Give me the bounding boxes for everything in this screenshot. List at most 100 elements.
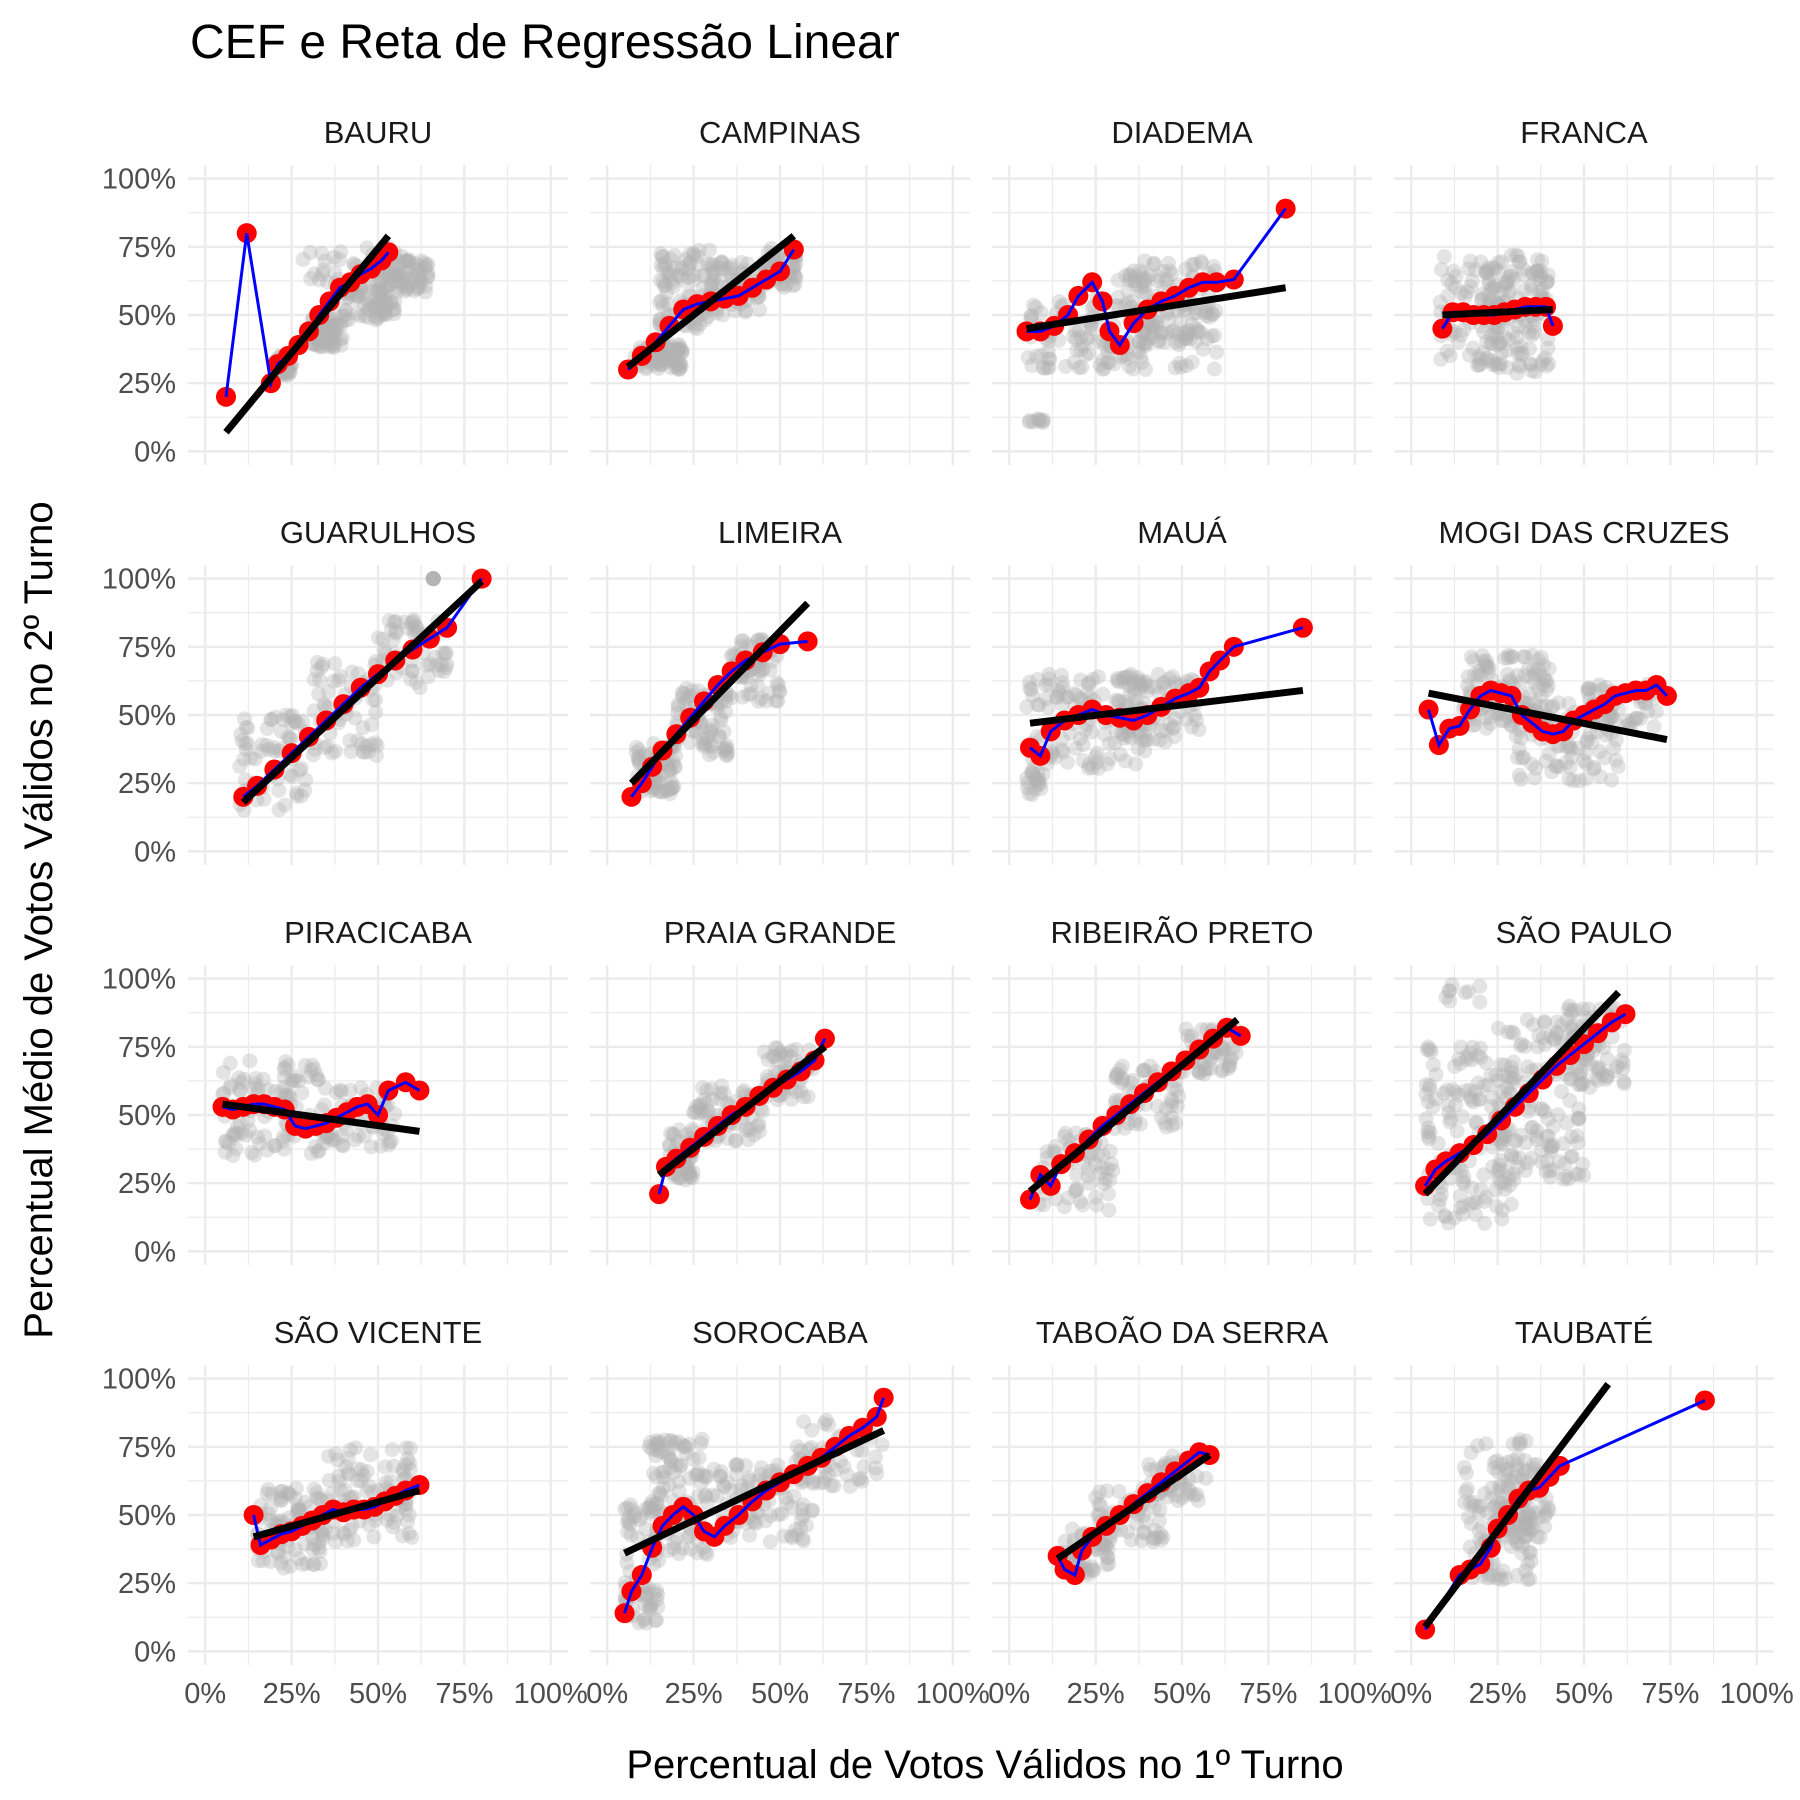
x-tick-label: 0% xyxy=(586,1678,628,1710)
scatter-point xyxy=(1471,357,1487,373)
scatter-point xyxy=(1184,354,1200,370)
scatter-point xyxy=(662,273,678,289)
scatter-point xyxy=(788,270,804,286)
scatter-point xyxy=(1461,261,1477,277)
scatter-point xyxy=(372,303,388,319)
scatter-point xyxy=(714,255,730,271)
scatter-point xyxy=(1208,303,1224,319)
scatter-point xyxy=(388,284,404,300)
scatter-point xyxy=(1486,281,1502,297)
scatter-point xyxy=(1026,297,1042,313)
scatter-point xyxy=(1176,325,1192,341)
scatter-point xyxy=(326,324,342,340)
cef-point xyxy=(1542,315,1563,336)
scatter-point xyxy=(716,1479,732,1495)
scatter-point xyxy=(401,1526,417,1542)
scatter-point xyxy=(670,341,686,357)
scatter-point xyxy=(1479,334,1495,350)
facet-strip-label: BAURU xyxy=(324,115,433,150)
scatter-point xyxy=(418,278,434,294)
scatter-point xyxy=(228,1141,244,1157)
scatter-point xyxy=(1470,358,1486,374)
scatter-point xyxy=(1033,305,1049,321)
scatter-point xyxy=(1120,283,1136,299)
x-tick-label: 50% xyxy=(349,1678,407,1710)
y-tick-label: 0% xyxy=(134,836,176,868)
scatter-point xyxy=(1632,711,1648,727)
scatter-point xyxy=(754,663,770,679)
scatter-point xyxy=(648,352,664,368)
scatter-point xyxy=(373,307,389,323)
scatter-point xyxy=(1534,253,1550,269)
scatter-point xyxy=(700,309,716,325)
scatter-point xyxy=(1080,331,1096,347)
y-tick-label: 25% xyxy=(118,1568,176,1600)
scatter-point xyxy=(401,253,417,269)
scatter-point xyxy=(1088,749,1104,765)
scatter-point xyxy=(1500,1473,1516,1489)
scatter-point xyxy=(1503,247,1519,263)
scatter-point xyxy=(253,743,269,759)
scatter-point xyxy=(317,253,333,269)
scatter-point xyxy=(1526,666,1542,682)
scatter-point xyxy=(1489,330,1505,346)
scatter-point xyxy=(1525,327,1541,343)
scatter-point xyxy=(1529,1529,1545,1545)
scatter-point xyxy=(674,344,690,360)
scatter-point xyxy=(1545,698,1561,714)
scatter-point xyxy=(681,1436,697,1452)
scatter-point xyxy=(339,1533,355,1549)
scatter-point xyxy=(377,299,393,315)
scatter-point xyxy=(1462,278,1478,294)
scatter-point xyxy=(1528,760,1544,776)
scatter-point xyxy=(1179,358,1195,374)
scatter-point xyxy=(1143,1058,1159,1074)
scatter-point xyxy=(657,255,673,271)
scatter-point xyxy=(352,308,368,324)
scatter-point xyxy=(1444,275,1460,291)
scatter-point xyxy=(1096,360,1112,376)
scatter-point xyxy=(787,277,803,293)
scatter-point xyxy=(1191,722,1207,738)
facet-panel: DIADEMA xyxy=(992,115,1372,465)
scatter-point xyxy=(1615,1061,1631,1077)
scatter-point xyxy=(1158,1119,1174,1135)
scatter-point xyxy=(709,277,725,293)
scatter-point xyxy=(373,282,389,298)
scatter-point xyxy=(369,300,385,316)
scatter-point xyxy=(1145,324,1161,340)
scatter-point xyxy=(665,279,681,295)
scatter-point xyxy=(1161,311,1177,327)
scatter-point xyxy=(325,319,341,335)
scatter-point xyxy=(1195,341,1211,357)
scatter-point xyxy=(652,1485,668,1501)
scatter-point xyxy=(264,712,280,728)
scatter-point xyxy=(1130,344,1146,360)
facet-panel: FRANCA xyxy=(1394,115,1774,465)
scatter-point xyxy=(713,712,729,728)
scatter-point xyxy=(1066,354,1082,370)
scatter-point xyxy=(674,342,690,358)
scatter-point xyxy=(1173,333,1189,349)
scatter-point xyxy=(1095,352,1111,368)
scatter-point xyxy=(1465,340,1481,356)
scatter-point xyxy=(391,279,407,295)
scatter-point xyxy=(386,301,402,317)
scatter-point xyxy=(325,328,341,344)
scatter-point xyxy=(337,302,353,318)
scatter-point xyxy=(673,260,689,276)
scatter-point xyxy=(377,280,393,296)
x-tick-label: 0% xyxy=(988,1678,1030,1710)
scatter-point xyxy=(663,360,679,376)
scatter-point xyxy=(670,351,686,367)
facet-panel: CAMPINAS xyxy=(590,115,970,465)
scatter-point xyxy=(389,264,405,280)
scatter-point xyxy=(1616,1042,1632,1058)
scatter-point xyxy=(338,312,354,328)
scatter-point xyxy=(1462,347,1478,363)
scatter-point xyxy=(671,339,687,355)
scatter-point xyxy=(1167,729,1183,745)
scatter-point xyxy=(1025,414,1041,430)
scatter-point xyxy=(1570,1166,1586,1182)
